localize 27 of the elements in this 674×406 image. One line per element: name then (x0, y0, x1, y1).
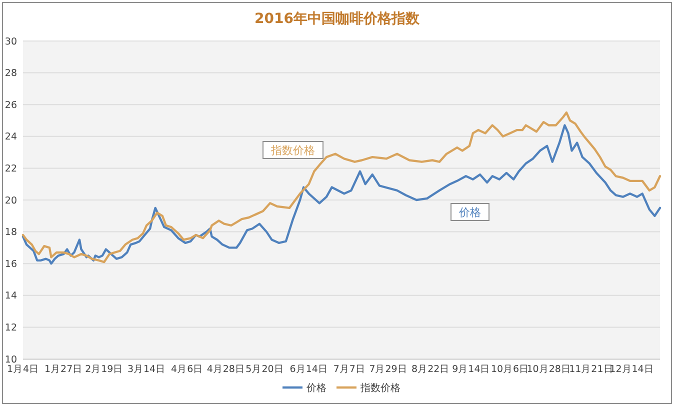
chart-title: 2016年中国咖啡价格指数 (254, 11, 420, 27)
y-tick-label: 22 (4, 164, 17, 174)
y-tick-label: 26 (4, 100, 17, 111)
y-tick-label: 14 (4, 290, 17, 302)
x-tick-label: 1月4日 (6, 364, 40, 375)
y-tick-label: 28 (4, 68, 17, 80)
legend-label: 指数价格 (360, 382, 400, 394)
x-tick-label: 4月28日 (206, 364, 245, 375)
x-tick-label: 1月27日 (44, 364, 83, 375)
y-tick-label: 16 (4, 258, 17, 270)
y-tick-label: 10 (4, 354, 17, 366)
x-tick-label: 9月14日 (452, 364, 490, 375)
x-tick-label: 6月14日 (290, 364, 328, 375)
x-tick-label: 4月6日 (171, 364, 204, 375)
x-tick-label: 5月20日 (246, 364, 284, 375)
x-tick-label: 3月14日 (127, 364, 166, 375)
x-tick-label: 8月22日 (412, 364, 450, 375)
x-tick-label: 7月29日 (369, 364, 408, 375)
x-tick-label: 7月7日 (333, 364, 366, 375)
y-tick-label: 24 (4, 132, 17, 143)
x-tick-label: 10月28日 (526, 364, 571, 375)
y-tick-label: 18 (4, 227, 17, 238)
y-tick-label: 12 (4, 322, 17, 334)
x-tick-label: 2月19日 (85, 364, 124, 375)
y-tick-label: 20 (4, 195, 17, 206)
y-tick-label: 30 (4, 36, 17, 48)
legend-label: 价格 (306, 382, 326, 394)
